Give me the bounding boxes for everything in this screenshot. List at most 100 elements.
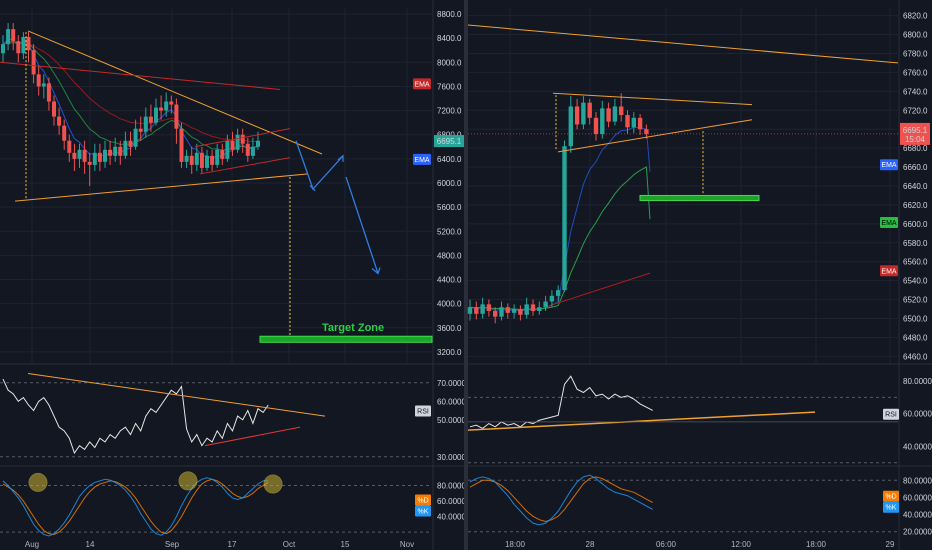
candle[interactable]	[113, 146, 118, 156]
candle[interactable]	[174, 104, 179, 129]
candle[interactable]	[97, 152, 102, 162]
candle[interactable]	[82, 149, 87, 162]
candle[interactable]	[486, 304, 492, 311]
candle[interactable]	[72, 152, 77, 159]
candle[interactable]	[220, 149, 225, 159]
candle[interactable]	[31, 50, 36, 75]
candle[interactable]	[518, 309, 523, 315]
candle[interactable]	[26, 36, 31, 51]
candle[interactable]	[524, 304, 529, 315]
chart-divider[interactable]	[464, 0, 468, 550]
candle[interactable]	[123, 140, 128, 156]
stoch-d-line[interactable]	[469, 476, 653, 522]
candle[interactable]	[543, 301, 548, 308]
candle[interactable]	[184, 155, 189, 162]
ema-tag: EMA	[414, 157, 430, 164]
candle[interactable]	[87, 161, 92, 165]
right-chart[interactable]: 6820.06800.06780.06760.06740.06720.06700…	[467, 0, 932, 550]
candle[interactable]	[556, 290, 561, 296]
candle[interactable]	[194, 152, 199, 165]
candle[interactable]	[11, 29, 16, 42]
candle[interactable]	[57, 116, 62, 126]
candle[interactable]	[92, 152, 97, 165]
candle[interactable]	[600, 108, 605, 134]
candle[interactable]	[256, 140, 260, 147]
left-chart[interactable]: 8800.08400.08000.07600.07200.06800.06400…	[0, 0, 466, 550]
candle[interactable]	[133, 128, 138, 147]
candle[interactable]	[52, 101, 56, 117]
candle[interactable]	[493, 310, 498, 317]
candle[interactable]	[46, 83, 51, 102]
candle[interactable]	[103, 149, 107, 162]
right-stoch-pane[interactable]: 80.0000 60.0000 40.0000 20.0000 %D %K	[468, 474, 932, 537]
candle[interactable]	[568, 106, 573, 147]
candle[interactable]	[530, 304, 536, 311]
candle[interactable]	[225, 140, 230, 159]
left-stoch-pane[interactable]: 80.0000 60.0000 40.0000 %D %K	[0, 471, 466, 537]
stoch-k-line[interactable]	[469, 474, 653, 526]
ascending-trendline	[14, 173, 309, 202]
candle[interactable]	[606, 108, 611, 122]
candle[interactable]	[128, 140, 133, 147]
candle[interactable]	[505, 307, 510, 313]
candle[interactable]	[499, 307, 504, 317]
candle[interactable]	[36, 74, 41, 87]
candle[interactable]	[587, 102, 592, 118]
candle[interactable]	[21, 36, 26, 54]
candle[interactable]	[593, 117, 599, 134]
candle[interactable]	[511, 309, 517, 313]
candle[interactable]	[235, 134, 240, 150]
candle[interactable]	[474, 307, 479, 314]
candle[interactable]	[159, 107, 164, 111]
candle[interactable]	[143, 116, 148, 132]
candle[interactable]	[537, 307, 542, 311]
rsi-line[interactable]	[469, 375, 653, 430]
stoch-k-line[interactable]	[2, 477, 269, 537]
candle[interactable]	[215, 149, 220, 165]
candle[interactable]	[644, 129, 649, 134]
candle[interactable]	[480, 304, 485, 314]
candle[interactable]	[118, 146, 123, 156]
candle[interactable]	[581, 102, 586, 125]
candle[interactable]	[549, 295, 555, 302]
candle[interactable]	[210, 155, 215, 165]
stoch-tick-label: 40.0000	[437, 513, 466, 522]
candle[interactable]	[179, 128, 184, 162]
left-rsi-pane[interactable]: 70.0000 60.0000 50.0000 30.0000 RSI	[0, 373, 466, 467]
candle[interactable]	[148, 116, 153, 123]
candle[interactable]	[154, 107, 158, 123]
right-rsi-pane[interactable]: 80.0000 60.0000 40.0000 RSI	[467, 375, 932, 467]
candle[interactable]	[62, 125, 67, 141]
candle[interactable]	[108, 149, 113, 156]
candle[interactable]	[1, 44, 5, 54]
candle[interactable]	[574, 106, 580, 125]
stoch-d-line[interactable]	[2, 478, 269, 535]
candle[interactable]	[612, 106, 618, 122]
candle[interactable]	[41, 83, 46, 87]
candle[interactable]	[77, 149, 82, 159]
right-price-pane[interactable]: 6820.06800.06780.06760.06740.06720.06700…	[467, 0, 932, 550]
price-tick-label: 6660.0	[903, 163, 928, 172]
candle[interactable]	[138, 128, 143, 132]
candle[interactable]	[6, 29, 11, 45]
candle[interactable]	[245, 143, 250, 156]
candle[interactable]	[625, 114, 630, 128]
candle[interactable]	[240, 134, 245, 144]
candle[interactable]	[164, 101, 169, 111]
candle[interactable]	[637, 117, 643, 130]
candle[interactable]	[619, 106, 624, 115]
candle[interactable]	[230, 140, 235, 150]
candle[interactable]	[205, 155, 209, 168]
candle[interactable]	[562, 146, 567, 291]
candle[interactable]	[169, 101, 174, 105]
candle[interactable]	[199, 152, 204, 168]
candle[interactable]	[467, 307, 473, 314]
rsi-line[interactable]	[2, 378, 269, 455]
candle[interactable]	[189, 155, 194, 165]
candle[interactable]	[250, 146, 255, 156]
candle[interactable]	[16, 41, 21, 54]
candle[interactable]	[67, 140, 72, 153]
left-price-pane[interactable]: 8800.08400.08000.07600.07200.06800.06400…	[0, 0, 464, 550]
candle[interactable]	[631, 117, 636, 128]
